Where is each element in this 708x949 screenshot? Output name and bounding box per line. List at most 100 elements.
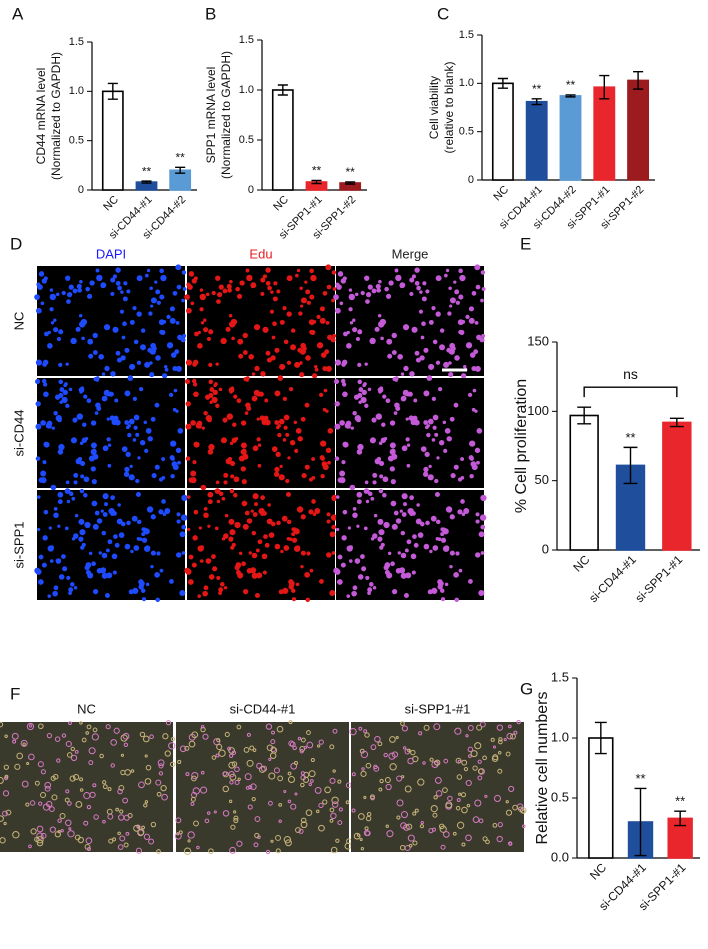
cell-nucleus <box>245 402 251 408</box>
cell <box>165 720 172 726</box>
cell-nucleus <box>419 290 423 294</box>
cell-nucleus <box>443 361 450 368</box>
cell-nucleus <box>172 464 179 471</box>
cell-nucleus <box>391 523 398 530</box>
cell-nucleus <box>98 551 102 555</box>
cell <box>466 803 471 808</box>
cell-nucleus <box>141 527 146 532</box>
cell-nucleus <box>402 324 410 331</box>
micrograph-background <box>351 722 524 852</box>
cell-nucleus <box>56 336 61 342</box>
cell <box>184 745 190 751</box>
cell-nucleus <box>136 536 141 541</box>
cell-nucleus <box>203 318 207 322</box>
cell <box>268 800 273 806</box>
cell-nucleus <box>453 280 457 284</box>
cell-nucleus <box>311 457 316 461</box>
x-tick-label: NC <box>101 194 121 214</box>
cell-nucleus <box>79 529 86 536</box>
cell-nucleus <box>403 365 409 372</box>
cell <box>493 794 502 802</box>
cell <box>412 840 418 846</box>
cell-nucleus <box>76 283 82 289</box>
cell-nucleus <box>233 394 238 399</box>
cell-nucleus <box>58 443 65 451</box>
cell-nucleus <box>200 321 205 325</box>
cell-nucleus <box>406 463 411 468</box>
cell-nucleus <box>128 418 135 425</box>
cell <box>476 724 483 731</box>
cell-nucleus <box>385 293 392 299</box>
cell-nucleus <box>272 296 278 302</box>
cell <box>56 758 61 763</box>
cell-nucleus <box>119 309 125 314</box>
cell-nucleus <box>363 382 367 386</box>
cell <box>412 811 417 816</box>
cell-nucleus <box>349 484 356 491</box>
cell-nucleus <box>168 392 174 398</box>
cell <box>119 809 124 814</box>
cell <box>222 785 229 793</box>
cell-nucleus <box>186 495 191 499</box>
cell <box>245 785 250 790</box>
cell-nucleus <box>110 371 116 377</box>
cell <box>461 759 468 766</box>
cell <box>149 734 154 740</box>
cell <box>36 825 44 833</box>
cell-nucleus <box>409 277 415 283</box>
cell-nucleus <box>342 276 347 281</box>
cell <box>360 770 367 777</box>
cell-nucleus <box>406 539 412 545</box>
cell <box>250 783 257 790</box>
cell-nucleus <box>104 502 108 507</box>
cell <box>254 832 260 839</box>
cell-nucleus <box>432 339 438 345</box>
micrograph <box>35 375 185 491</box>
cell <box>404 785 412 793</box>
cell-nucleus <box>430 515 437 522</box>
cell-nucleus <box>356 499 362 505</box>
cell-nucleus <box>78 518 85 525</box>
cell-nucleus <box>384 286 389 292</box>
cell-nucleus <box>87 338 94 345</box>
cell-nucleus <box>434 478 439 484</box>
cell-nucleus <box>47 343 53 349</box>
cell <box>14 763 21 770</box>
cell-nucleus <box>218 491 224 497</box>
cell-nucleus <box>112 274 117 279</box>
cell-nucleus <box>444 545 450 550</box>
cell <box>228 799 233 804</box>
cell-nucleus <box>170 474 175 479</box>
cell-nucleus <box>244 411 249 415</box>
cell-nucleus <box>414 280 420 286</box>
cell-nucleus <box>229 488 235 494</box>
cell-nucleus <box>343 331 348 337</box>
cell-nucleus <box>107 443 112 447</box>
y-tick-label: 0 <box>78 184 84 196</box>
cell-nucleus <box>440 597 446 602</box>
cell-nucleus <box>83 394 88 399</box>
cell-nucleus <box>57 417 62 423</box>
cell-nucleus <box>413 398 418 403</box>
row-label: si-CD44 <box>11 410 26 457</box>
cell-nucleus <box>185 379 191 385</box>
cell-nucleus <box>471 290 477 296</box>
cell-nucleus <box>162 512 167 517</box>
cell <box>120 769 126 776</box>
cell-nucleus <box>207 524 211 528</box>
cell-nucleus <box>442 528 449 535</box>
cell <box>234 766 240 773</box>
cell-nucleus <box>147 436 153 442</box>
cell-nucleus <box>185 456 191 461</box>
cell-nucleus <box>390 479 396 485</box>
cell-nucleus <box>437 387 443 392</box>
cell-nucleus <box>80 474 85 479</box>
error-bar <box>577 406 592 425</box>
cell-nucleus <box>435 311 441 317</box>
cell-nucleus <box>481 287 486 291</box>
cell-nucleus <box>49 288 54 292</box>
cell-nucleus <box>100 284 105 289</box>
cell <box>213 810 217 814</box>
cell-nucleus <box>267 503 271 507</box>
panel-letter: F <box>10 684 20 703</box>
